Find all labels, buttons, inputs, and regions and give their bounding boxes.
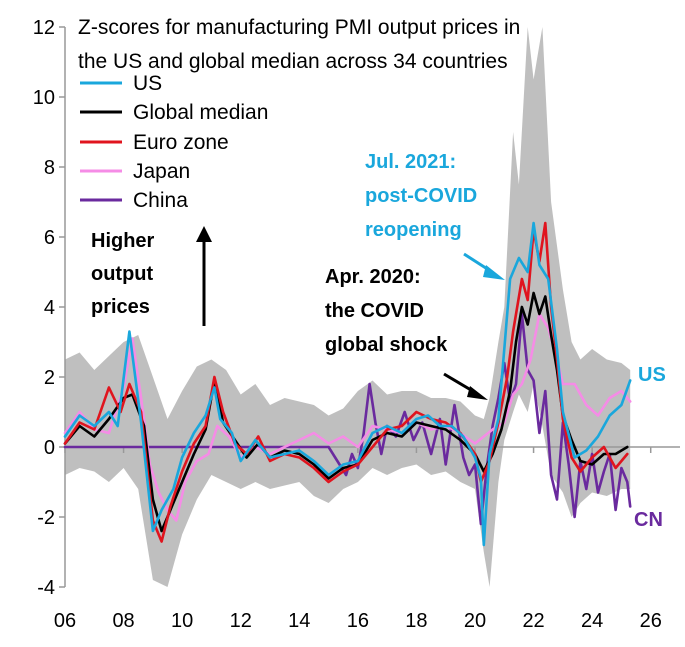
legend-label-euro-zone: Euro zone [133, 131, 229, 154]
x-tick-label: 20 [464, 610, 486, 632]
legend-label-china: China [133, 189, 188, 212]
covid-arrow-icon [467, 386, 488, 400]
annotation-reopening-line-1: Jul. 2021: [365, 151, 456, 173]
x-tick-label: 14 [288, 610, 310, 632]
us-end-label: US [638, 364, 666, 386]
up-arrow-icon [196, 226, 212, 242]
annotation-covid-line-2: the COVID [325, 300, 424, 322]
y-tick-label: -2 [37, 507, 55, 529]
x-tick-label: 10 [171, 610, 193, 632]
x-tick-label: 24 [581, 610, 603, 632]
y-tick-label: 4 [44, 297, 55, 319]
x-tick-label: 12 [230, 610, 252, 632]
y-tick-label: 12 [33, 17, 55, 39]
y-tick-label: 0 [44, 437, 55, 459]
legend-label-us: US [133, 72, 162, 95]
annotation-higher-line-3: prices [91, 296, 150, 318]
annotation-covid-line-3: global shock [325, 334, 448, 356]
chart-title-line-1: Z-scores for manufacturing PMI output pr… [78, 16, 520, 39]
y-tick-label: 10 [33, 87, 55, 109]
series-layer [63, 221, 632, 547]
legend-label-global-median: Global median [133, 101, 268, 124]
higher-output-annotation: Higher output prices [91, 226, 212, 326]
series-line-japan [63, 312, 632, 522]
legend: US Global median Euro zone Japan China [80, 72, 268, 212]
x-tick-label: 26 [640, 610, 662, 632]
annotation-higher-line-1: Higher [91, 230, 155, 252]
y-tick-label: 6 [44, 227, 55, 249]
y-tick-label: 8 [44, 157, 55, 179]
reopening-arrow-icon [483, 265, 505, 280]
covid-shock-annotation: Apr. 2020: the COVID global shock [325, 266, 488, 400]
annotation-reopening-line-3: reopening [365, 219, 462, 241]
y-tick-label: -4 [37, 577, 55, 599]
y-tick-label: 2 [44, 367, 55, 389]
chart-title-line-2: the US and global median across 34 count… [78, 50, 508, 73]
cn-end-label: CN [634, 509, 663, 531]
x-tick-label: 22 [522, 610, 544, 632]
annotation-reopening-line-2: post-COVID [365, 185, 477, 207]
annotation-higher-line-2: output [91, 263, 154, 285]
legend-label-japan: Japan [133, 160, 190, 183]
x-tick-label: 06 [54, 610, 76, 632]
x-tick-label: 16 [347, 610, 369, 632]
x-tick-label: 18 [405, 610, 427, 632]
series-line-us [63, 221, 632, 547]
series-line-euro-zone [63, 221, 629, 543]
annotation-covid-line-1: Apr. 2020: [325, 266, 421, 288]
reopening-annotation: Jul. 2021: post-COVID reopening [365, 151, 505, 280]
x-tick-label: 08 [112, 610, 134, 632]
